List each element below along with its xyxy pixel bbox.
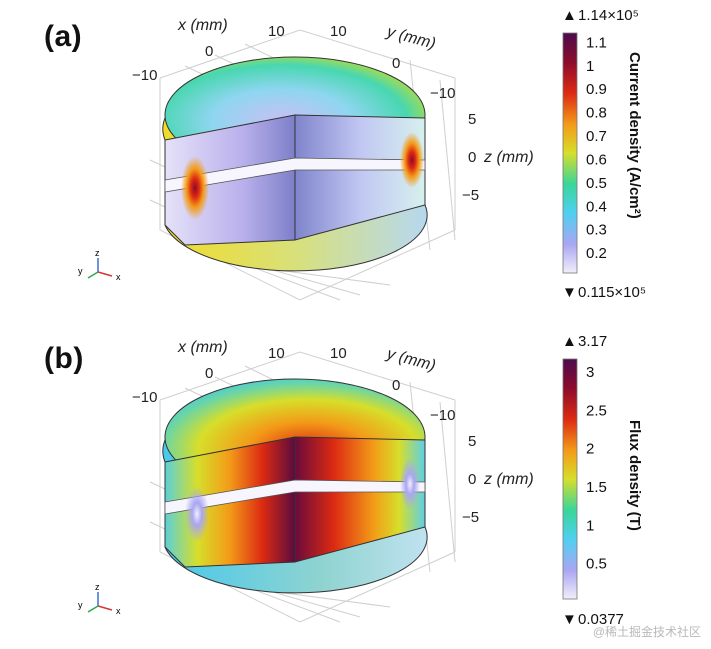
colorbar-tick-label: 0.5 xyxy=(586,556,607,573)
colorbar-min-marker: ▼ xyxy=(562,611,577,628)
colorbar-tick-label: 0.9 xyxy=(586,81,607,98)
triad-x-label: x xyxy=(116,606,121,616)
panel-a-figure: x (mm) −10 0 10 y (mm) 10 0 −10 5 0 −5 z… xyxy=(78,7,646,301)
colorbar: ▲ 1.14×10⁵ ▼ 0.115×10⁵ 1.1 1 0.9 0.8 0.7 0.6 0… xyxy=(562,7,646,301)
cylinder-model xyxy=(162,56,428,272)
colorbar-gradient xyxy=(562,358,578,600)
triad-z-label: z xyxy=(95,582,100,592)
z-axis: 5 0 −5 z (mm) xyxy=(462,433,534,526)
z-tick: −5 xyxy=(462,509,479,526)
panel-b: (b) xyxy=(0,322,711,644)
colorbar-tick-label: 1 xyxy=(586,517,594,534)
triad-z-label: z xyxy=(95,248,100,258)
triad-y-label: y xyxy=(78,600,83,610)
x-tick: 0 xyxy=(205,365,213,382)
x-tick: −10 xyxy=(132,389,157,406)
z-tick: 0 xyxy=(468,471,476,488)
y-tick: 10 xyxy=(330,23,347,40)
y-axis-label: y (mm) xyxy=(384,345,437,375)
x-axis: x (mm) −10 0 10 xyxy=(132,339,285,406)
colorbar-tick-label: 0.6 xyxy=(586,151,607,168)
colorbar-tick-label: 2 xyxy=(586,441,594,458)
triad-y-label: y xyxy=(78,266,83,276)
colorbar-tick-label: 0.7 xyxy=(586,128,607,145)
x-tick: 10 xyxy=(268,23,285,40)
colorbar-min-label: 0.115×10⁵ xyxy=(578,284,646,301)
colorbar-tick-label: 1.1 xyxy=(586,34,607,51)
colorbar-max-marker: ▲ xyxy=(562,7,577,24)
z-axis: 5 0 −5 z (mm) xyxy=(462,111,534,204)
y-tick: 0 xyxy=(392,55,400,72)
colorbar: ▲ 3.17 ▼ 0.0377 3 2.5 2 1.5 1 0.5 Flux densit… xyxy=(562,333,643,628)
z-tick: 5 xyxy=(468,433,476,450)
cylinder-model xyxy=(162,378,428,594)
colorbar-max-marker: ▲ xyxy=(562,333,577,350)
colorbar-title: Current density (A/cm²) xyxy=(626,52,643,219)
colorbar-tick-label: 1 xyxy=(586,58,594,75)
x-axis-label: x (mm) xyxy=(177,339,228,356)
colorbar-tick-label: 3 xyxy=(586,364,594,381)
axis-triad: z x y xyxy=(78,248,121,282)
z-tick: 0 xyxy=(468,149,476,166)
z-axis-label: z (mm) xyxy=(483,471,534,488)
colorbar-tick-label: 0.4 xyxy=(586,198,607,215)
colorbar-gradient xyxy=(562,32,578,274)
colorbar-min-marker: ▼ xyxy=(562,284,577,301)
colorbar-ticks: 3 2.5 2 1.5 1 0.5 xyxy=(586,364,607,573)
watermark: @稀土掘金技术社区 xyxy=(592,625,701,639)
x-tick: 10 xyxy=(268,345,285,362)
colorbar-tick-label: 0.3 xyxy=(586,222,607,239)
colorbar-title: Flux density (T) xyxy=(626,420,643,531)
colorbar-tick-label: 0.8 xyxy=(586,105,607,122)
panel-label: (b) xyxy=(44,342,84,375)
y-tick: −10 xyxy=(430,407,455,424)
y-tick: −10 xyxy=(430,85,455,102)
panel-b-figure: x (mm) −10 0 10 y (mm) 10 0 −10 5 0 −5 z… xyxy=(78,333,643,628)
colorbar-ticks: 1.1 1 0.9 0.8 0.7 0.6 0.5 0.4 0.3 0.2 xyxy=(586,34,607,262)
panel-a: (a) xyxy=(0,0,711,322)
x-tick: −10 xyxy=(132,67,157,84)
y-tick: 10 xyxy=(330,345,347,362)
z-tick: 5 xyxy=(468,111,476,128)
triad-x-label: x xyxy=(116,272,121,282)
y-axis-label: y (mm) xyxy=(384,23,437,53)
colorbar-tick-label: 0.2 xyxy=(586,245,607,262)
z-axis-label: z (mm) xyxy=(483,149,534,166)
colorbar-tick-label: 0.5 xyxy=(586,175,607,192)
axis-triad: z x y xyxy=(78,582,121,616)
colorbar-max-label: 1.14×10⁵ xyxy=(578,7,639,24)
colorbar-min-label: 0.0377 xyxy=(578,611,624,628)
x-tick: 0 xyxy=(205,43,213,60)
x-axis-label: x (mm) xyxy=(177,17,228,34)
colorbar-tick-label: 1.5 xyxy=(586,479,607,496)
z-tick: −5 xyxy=(462,187,479,204)
y-tick: 0 xyxy=(392,377,400,394)
x-axis: x (mm) −10 0 10 xyxy=(132,17,285,84)
colorbar-tick-label: 2.5 xyxy=(586,402,607,419)
colorbar-max-label: 3.17 xyxy=(578,333,607,350)
panel-label: (a) xyxy=(44,20,83,53)
